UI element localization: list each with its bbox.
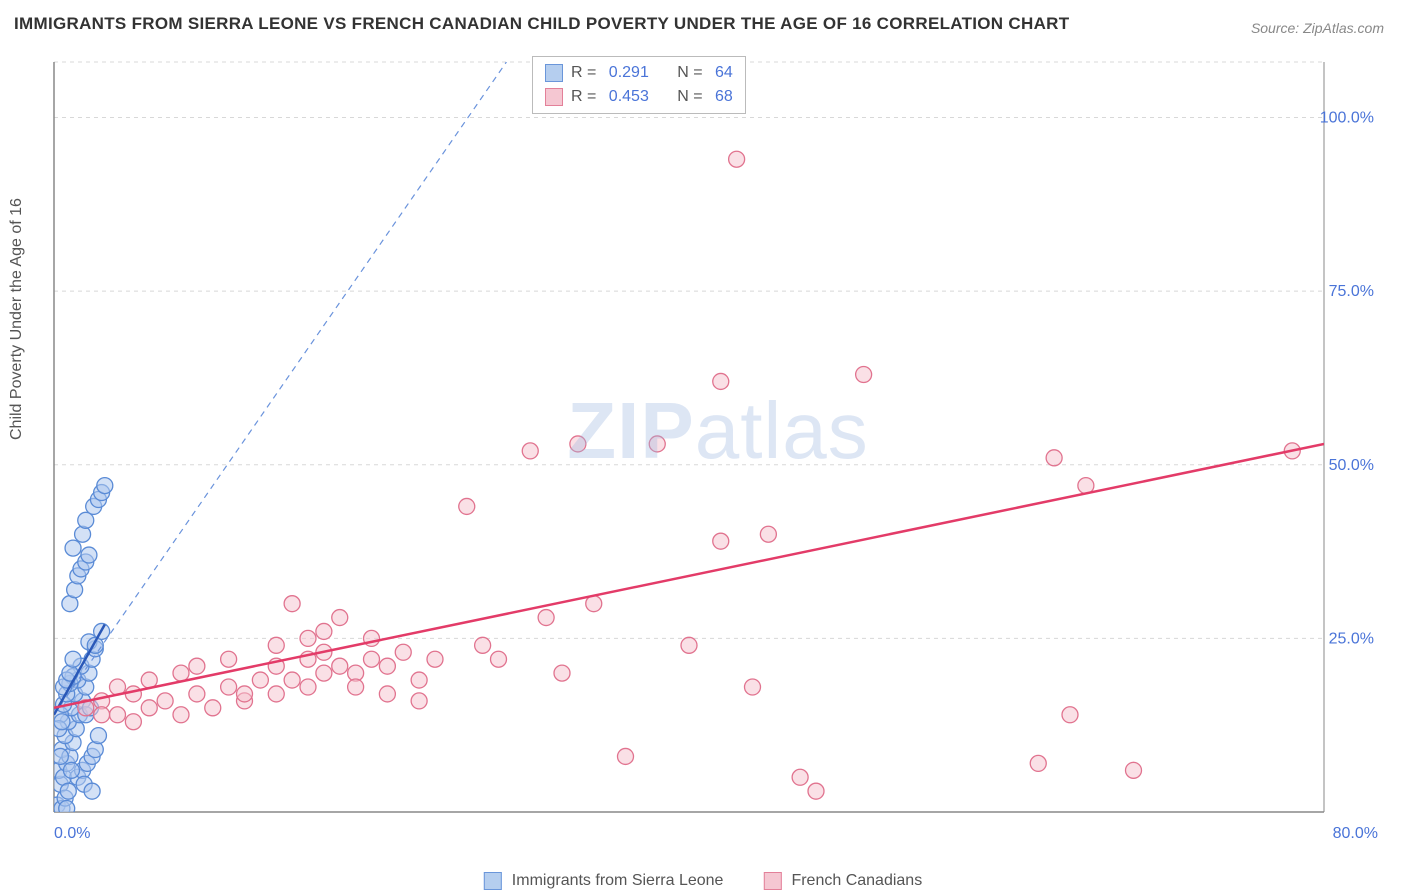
svg-text:50.0%: 50.0% [1329,457,1374,474]
scatter-chart: 25.0% 50.0% 75.0% 100.0% 0.0% 80.0% [52,52,1384,842]
legend-correlation-box: R = 0.291 N = 64R = 0.453 N = 68 [532,56,746,114]
legend-label: French Canadians [791,872,922,890]
legend-label: Immigrants from Sierra Leone [512,872,724,890]
legend-series: Immigrants from Sierra Leone French Canad… [484,872,922,890]
legend-item: French Canadians [763,872,922,890]
svg-text:0.0%: 0.0% [54,825,90,842]
svg-text:100.0%: 100.0% [1320,110,1374,127]
svg-text:80.0%: 80.0% [1333,825,1378,842]
legend-swatch [545,64,563,82]
plot-area: 25.0%50.0%75.0%100.0%0.0%80.0% ZIPatlas … [52,52,1384,842]
legend-row: R = 0.291 N = 64 [545,61,733,85]
source-label: Source: ZipAtlas.com [1251,20,1384,36]
legend-row: R = 0.453 N = 68 [545,85,733,109]
legend-swatch [484,872,502,890]
svg-text:25.0%: 25.0% [1329,630,1374,647]
legend-swatch [763,872,781,890]
legend-swatch [545,88,563,106]
y-axis-label: Child Poverty Under the Age of 16 [8,198,26,440]
svg-text:75.0%: 75.0% [1329,283,1374,300]
legend-item: Immigrants from Sierra Leone [484,872,724,890]
chart-title: IMMIGRANTS FROM SIERRA LEONE VS FRENCH C… [14,14,1069,34]
